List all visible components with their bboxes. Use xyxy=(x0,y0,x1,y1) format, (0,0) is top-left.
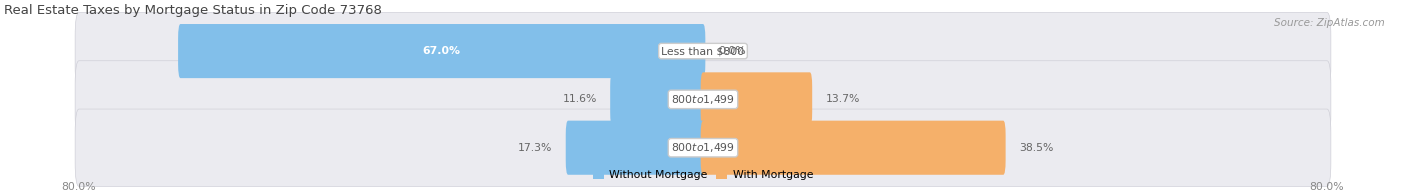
Text: $800 to $1,499: $800 to $1,499 xyxy=(671,93,735,106)
FancyBboxPatch shape xyxy=(75,12,1331,90)
FancyBboxPatch shape xyxy=(75,61,1331,138)
Text: 13.7%: 13.7% xyxy=(825,94,860,104)
FancyBboxPatch shape xyxy=(700,121,1005,175)
Text: 38.5%: 38.5% xyxy=(1019,143,1053,153)
FancyBboxPatch shape xyxy=(179,24,706,78)
Text: 67.0%: 67.0% xyxy=(423,46,461,56)
FancyBboxPatch shape xyxy=(565,121,706,175)
Text: Less than $800: Less than $800 xyxy=(661,46,745,56)
FancyBboxPatch shape xyxy=(610,72,706,126)
Text: 0.0%: 0.0% xyxy=(718,46,747,56)
FancyBboxPatch shape xyxy=(75,109,1331,186)
Text: 17.3%: 17.3% xyxy=(517,143,553,153)
Text: Real Estate Taxes by Mortgage Status in Zip Code 73768: Real Estate Taxes by Mortgage Status in … xyxy=(4,4,382,17)
Text: Source: ZipAtlas.com: Source: ZipAtlas.com xyxy=(1274,18,1385,28)
FancyBboxPatch shape xyxy=(700,72,813,126)
Text: $800 to $1,499: $800 to $1,499 xyxy=(671,141,735,154)
Text: 11.6%: 11.6% xyxy=(562,94,598,104)
Legend: Without Mortgage, With Mortgage: Without Mortgage, With Mortgage xyxy=(589,166,817,185)
